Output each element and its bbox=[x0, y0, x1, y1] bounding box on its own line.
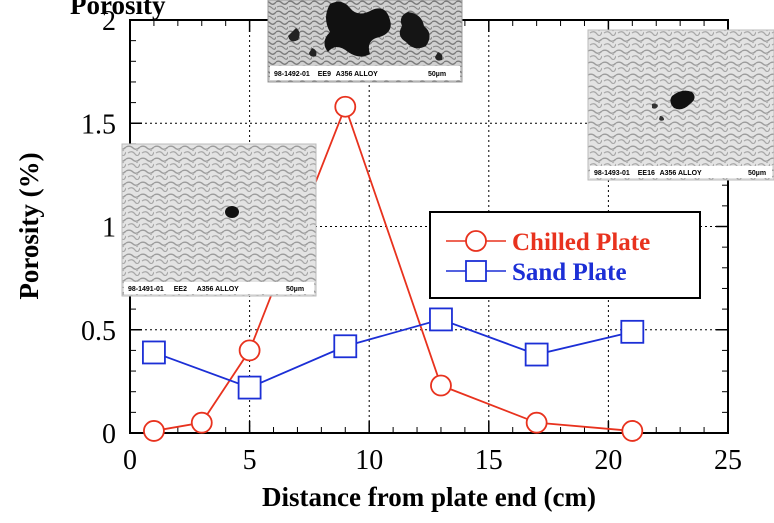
series-line-sand-plate bbox=[153, 318, 633, 389]
x-tick-label: 5 bbox=[243, 445, 257, 476]
data-point-sand-plate bbox=[429, 307, 453, 332]
y-tick-label: 0.5 bbox=[81, 316, 116, 347]
data-point-sand-plate bbox=[237, 375, 262, 400]
x-axis-title: Distance from plate end (cm) bbox=[262, 482, 596, 512]
micrograph-scale: 50µm bbox=[286, 286, 304, 293]
y-tick-label: 1 bbox=[102, 213, 116, 244]
x-tick-label: 20 bbox=[594, 445, 622, 476]
legend-marker-square bbox=[465, 260, 487, 282]
tick-labels: 0 5 10 15 20 25 0 0.5 1 1.5 2 bbox=[81, 6, 742, 476]
legend-marker-circle bbox=[465, 230, 487, 252]
series-chilled-plate bbox=[143, 95, 644, 442]
micrograph-scale: 50µm bbox=[428, 71, 446, 78]
data-point-chilled-plate bbox=[430, 374, 452, 397]
legend: Chilled Plate Sand Plate bbox=[429, 211, 701, 299]
x-tick-label: 10 bbox=[355, 445, 383, 476]
data-point-sand-plate bbox=[142, 340, 166, 365]
legend-item-chilled-plate: Chilled Plate bbox=[446, 229, 650, 256]
x-tick-label: 0 bbox=[123, 445, 137, 476]
data-point-sand-plate bbox=[524, 342, 549, 367]
x-tick-label: 15 bbox=[475, 445, 503, 476]
data-series bbox=[142, 95, 645, 442]
micrograph-caption: 98-1492-01 EE9 A356 ALLOY bbox=[274, 71, 378, 78]
micrograph-inset-ee9: 98-1492-01 EE9 A356 ALLOY 50µm bbox=[267, 0, 463, 83]
micrograph-caption: 98-1491-01 EE2 A356 ALLOY bbox=[128, 286, 239, 293]
legend-label-chilled-plate: Chilled Plate bbox=[512, 229, 650, 256]
data-point-chilled-plate bbox=[621, 420, 644, 442]
data-point-chilled-plate bbox=[190, 411, 213, 434]
data-point-chilled-plate bbox=[525, 411, 548, 434]
y-tick-label: 0 bbox=[102, 419, 116, 450]
micrograph-caption: 98-1493-01 EE16 A356 ALLOY bbox=[594, 170, 702, 177]
micrograph-inset-ee2: 98-1491-01 EE2 A356 ALLOY 50µm bbox=[121, 143, 317, 297]
x-tick-label: 25 bbox=[714, 445, 742, 476]
legend-label-sand-plate: Sand Plate bbox=[512, 259, 627, 286]
data-point-chilled-plate bbox=[238, 339, 261, 362]
micrograph-inset-ee16: 98-1493-01 EE16 A356 ALLOY 50µm bbox=[587, 29, 774, 181]
data-point-chilled-plate bbox=[143, 420, 165, 442]
y-tick-label: 2 bbox=[102, 6, 116, 37]
data-point-sand-plate bbox=[333, 334, 358, 359]
micrograph-scale: 50µm bbox=[748, 170, 766, 177]
chart-title: Porosity bbox=[70, 0, 166, 20]
y-tick-label: 1.5 bbox=[81, 109, 116, 140]
legend-item-sand-plate: Sand Plate bbox=[446, 259, 627, 286]
legend-box bbox=[429, 211, 701, 299]
data-point-sand-plate bbox=[620, 319, 645, 344]
series-sand-plate bbox=[142, 307, 645, 400]
data-point-chilled-plate bbox=[334, 95, 357, 118]
y-axis-title: Porosity (%) bbox=[14, 152, 44, 299]
